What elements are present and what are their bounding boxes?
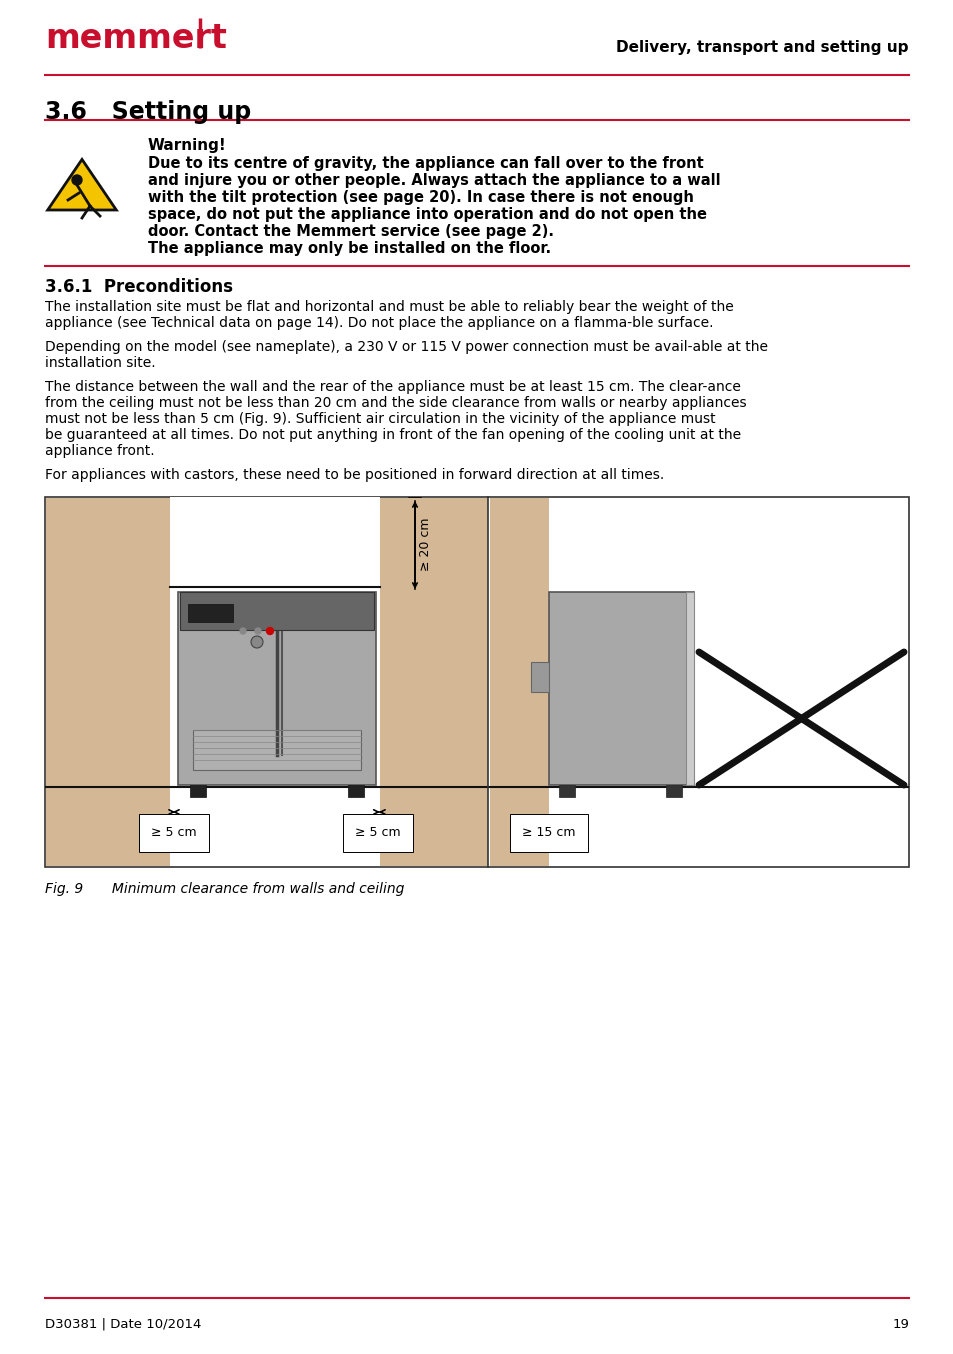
Text: 3.6   Setting up: 3.6 Setting up <box>45 100 251 125</box>
Text: ≥ 15 cm: ≥ 15 cm <box>521 826 576 839</box>
Bar <box>46 498 170 867</box>
Text: D30381 | Date 10/2014: D30381 | Date 10/2014 <box>45 1317 201 1331</box>
Text: ≥ 5 cm: ≥ 5 cm <box>355 826 400 839</box>
Bar <box>190 785 206 798</box>
Text: be guaranteed at all times. Do not put anything in front of the fan opening of t: be guaranteed at all times. Do not put a… <box>45 428 740 441</box>
Bar <box>558 785 575 798</box>
Bar <box>665 785 681 798</box>
Text: door. Contact the Memmert service (see page 2).: door. Contact the Memmert service (see p… <box>148 223 554 240</box>
Bar <box>548 592 693 785</box>
Text: ≥ 5 cm: ≥ 5 cm <box>151 826 196 839</box>
Text: 3.6.1  Preconditions: 3.6.1 Preconditions <box>45 278 233 297</box>
Text: The distance between the wall and the rear of the appliance must be at least 15 : The distance between the wall and the re… <box>45 380 740 394</box>
Text: Minimum clearance from walls and ceiling: Minimum clearance from walls and ceiling <box>90 881 404 896</box>
Text: memmert: memmert <box>45 22 227 56</box>
Bar <box>490 498 548 867</box>
Text: The appliance may only be installed on the floor.: The appliance may only be installed on t… <box>148 241 551 256</box>
Text: Due to its centre of gravity, the appliance can fall over to the front: Due to its centre of gravity, the applia… <box>148 156 703 171</box>
Circle shape <box>266 627 274 635</box>
Circle shape <box>240 628 246 634</box>
Polygon shape <box>48 160 116 210</box>
Bar <box>45 497 908 867</box>
Text: ≥ 20 cm: ≥ 20 cm <box>418 517 432 571</box>
Bar <box>170 497 379 588</box>
Text: Warning!: Warning! <box>148 138 227 153</box>
Bar <box>178 592 375 785</box>
Bar <box>193 730 360 770</box>
Text: The installation site must be flat and horizontal and must be able to reliably b: The installation site must be flat and h… <box>45 301 733 314</box>
Text: space, do not put the appliance into operation and do not open the: space, do not put the appliance into ope… <box>148 207 706 222</box>
Bar <box>348 785 364 798</box>
Text: 19: 19 <box>891 1317 908 1331</box>
Bar <box>685 592 693 785</box>
Circle shape <box>254 628 261 634</box>
Text: installation site.: installation site. <box>45 356 155 370</box>
Bar <box>180 592 374 630</box>
Text: appliance front.: appliance front. <box>45 444 154 458</box>
Circle shape <box>71 175 82 185</box>
Text: and injure you or other people. Always attach the appliance to a wall: and injure you or other people. Always a… <box>148 173 720 188</box>
Text: with the tilt protection (see page 20). In case there is not enough: with the tilt protection (see page 20). … <box>148 190 693 204</box>
Bar <box>379 498 488 867</box>
Text: from the ceiling must not be less than 20 cm and the side clearance from walls o: from the ceiling must not be less than 2… <box>45 395 746 410</box>
Bar <box>531 662 548 692</box>
Text: For appliances with castors, these need to be positioned in forward direction at: For appliances with castors, these need … <box>45 468 663 482</box>
Bar <box>188 604 233 621</box>
Text: must not be less than 5 cm (Fig. 9). Sufficient air circulation in the vicinity : must not be less than 5 cm (Fig. 9). Suf… <box>45 412 715 427</box>
Text: Delivery, transport and setting up: Delivery, transport and setting up <box>616 41 908 56</box>
Text: Fig. 9: Fig. 9 <box>45 881 83 896</box>
Text: appliance (see Technical data on page 14). Do not place the appliance on a flamm: appliance (see Technical data on page 14… <box>45 315 713 330</box>
Circle shape <box>251 636 263 649</box>
Text: Depending on the model (see nameplate), a 230 V or 115 V power connection must b: Depending on the model (see nameplate), … <box>45 340 767 353</box>
